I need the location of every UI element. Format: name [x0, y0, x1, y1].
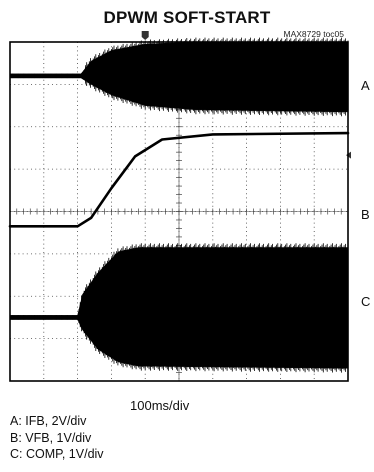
- legend-entry-a: A: IFB, 2V/div: [10, 414, 87, 428]
- channel-label-a: A: [361, 78, 370, 93]
- timebase-label: 100ms/div: [130, 398, 190, 413]
- legend-entry-c: C: COMP, 1V/div: [10, 447, 104, 461]
- channel-legend: A: IFB, 2V/div B: VFB, 1V/div C: COMP, 1…: [10, 413, 104, 463]
- channel-label-b: B: [361, 207, 370, 222]
- channel-label-c: C: [361, 294, 371, 309]
- trace-c-ripple: [78, 243, 349, 373]
- trigger-marker-icon: [141, 31, 149, 40]
- figure-id: MAX8729 toc05: [283, 29, 344, 39]
- legend-entry-b: B: VFB, 1V/div: [10, 430, 92, 445]
- chart-title: DPWM SOFT-START: [103, 8, 271, 27]
- plot-frame: [9, 41, 349, 382]
- trace-b: [8, 131, 350, 228]
- trace-a-ripple: [85, 37, 349, 117]
